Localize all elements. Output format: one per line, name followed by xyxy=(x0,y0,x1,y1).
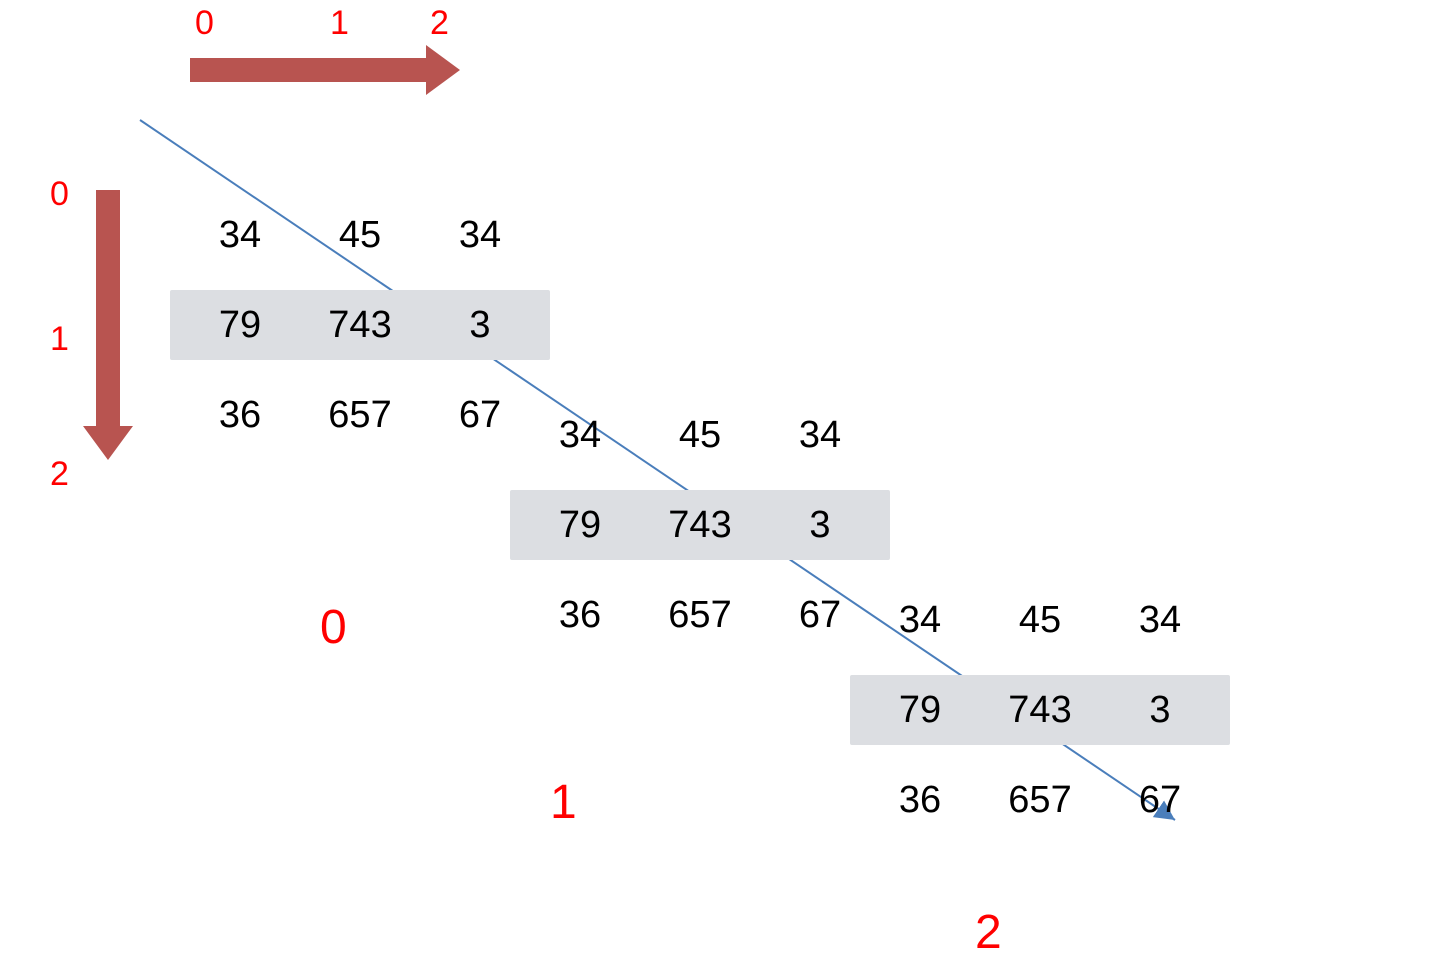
matrix-1-cell-1-2: 3 xyxy=(760,504,880,547)
matrix-0-cell-2-0: 36 xyxy=(180,394,300,437)
diagram-stage: 012 012 34453479743336657673445347974333… xyxy=(0,0,1446,980)
matrix-1-row-2: 3665767 xyxy=(520,570,880,660)
big-index-1: 1 xyxy=(550,775,577,830)
matrix-2-cell-2-2: 67 xyxy=(1100,779,1220,822)
matrix-0-row-1: 797433 xyxy=(180,280,540,370)
matrix-0-cell-2-1: 657 xyxy=(300,394,420,437)
axis-top-label-0: 0 xyxy=(195,4,214,43)
matrix-2-cell-2-1: 657 xyxy=(980,779,1100,822)
matrix-0-row-2: 3665767 xyxy=(180,370,540,460)
matrix-0-cell-0-1: 45 xyxy=(300,214,420,257)
matrix-0: 3445347974333665767 xyxy=(180,190,540,460)
matrix-1-cell-2-1: 657 xyxy=(640,594,760,637)
matrix-0-cell-1-0: 79 xyxy=(180,304,300,347)
matrix-2-cell-0-2: 34 xyxy=(1100,599,1220,642)
matrix-2-cell-1-2: 3 xyxy=(1100,689,1220,732)
matrix-2-cell-0-0: 34 xyxy=(860,599,980,642)
matrix-1-cell-0-2: 34 xyxy=(760,414,880,457)
matrix-1-row-0: 344534 xyxy=(520,390,880,480)
matrix-1-cell-0-1: 45 xyxy=(640,414,760,457)
matrix-2-row-2: 3665767 xyxy=(860,755,1220,845)
matrix-2-cell-2-0: 36 xyxy=(860,779,980,822)
axis-top-label-2: 2 xyxy=(430,4,449,43)
matrix-0-cell-1-1: 743 xyxy=(300,304,420,347)
axis-left-arrow xyxy=(83,190,133,460)
axis-left-label-0: 0 xyxy=(50,175,69,214)
matrix-1-cell-1-0: 79 xyxy=(520,504,640,547)
matrix-2-cell-1-0: 79 xyxy=(860,689,980,732)
matrix-0-cell-1-2: 3 xyxy=(420,304,540,347)
axis-left-label-1: 1 xyxy=(50,320,69,359)
matrix-2-cell-1-1: 743 xyxy=(980,689,1100,732)
matrix-2-row-1: 797433 xyxy=(860,665,1220,755)
matrix-2-cell-0-1: 45 xyxy=(980,599,1100,642)
matrix-0-cell-0-2: 34 xyxy=(420,214,540,257)
matrix-1: 3445347974333665767 xyxy=(520,390,880,660)
big-index-0: 0 xyxy=(320,600,347,655)
matrix-2-row-0: 344534 xyxy=(860,575,1220,665)
matrix-1-row-1: 797433 xyxy=(520,480,880,570)
axis-top-arrow xyxy=(190,45,460,95)
matrix-0-cell-0-0: 34 xyxy=(180,214,300,257)
matrix-1-cell-0-0: 34 xyxy=(520,414,640,457)
matrix-1-cell-2-0: 36 xyxy=(520,594,640,637)
matrix-2: 3445347974333665767 xyxy=(860,575,1220,845)
big-index-2: 2 xyxy=(975,905,1002,960)
axis-left-label-2: 2 xyxy=(50,455,69,494)
matrix-1-cell-1-1: 743 xyxy=(640,504,760,547)
axis-top-label-1: 1 xyxy=(330,4,349,43)
matrix-0-row-0: 344534 xyxy=(180,190,540,280)
